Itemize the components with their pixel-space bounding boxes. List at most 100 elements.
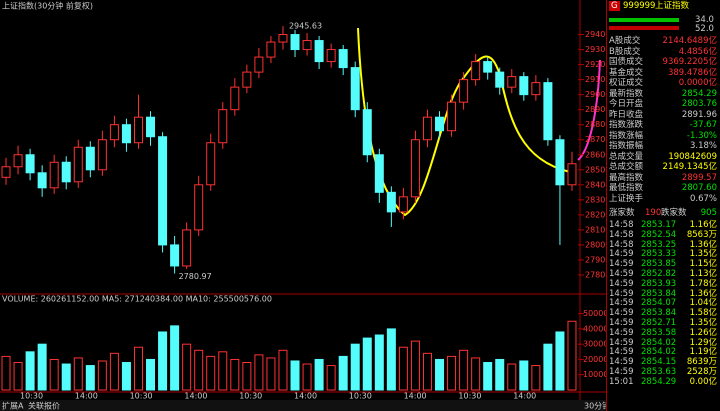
footer-bar — [0, 400, 606, 411]
trade-volume: 0.00亿 — [689, 376, 717, 387]
volume-bar — [158, 331, 168, 391]
volume-bar — [374, 334, 384, 391]
candle-body — [121, 124, 131, 144]
trade-volume: 2528万 — [686, 367, 717, 377]
low-label: 2780.97 — [179, 272, 212, 281]
volume-bar — [194, 349, 204, 391]
ratio: 34.0 — [695, 15, 714, 25]
candle-body — [278, 34, 288, 43]
stat-label: 总成交额 — [609, 162, 644, 172]
volume-bar — [435, 358, 445, 391]
trade-time: 14:59 — [609, 278, 634, 289]
trade-volume: 1.13亿 — [689, 269, 717, 279]
volume-bar — [422, 352, 432, 391]
x-tick-label: 10:30 — [349, 392, 372, 401]
candle-body — [194, 184, 204, 231]
breadth-value: 905 — [700, 208, 717, 218]
volume-bar — [338, 355, 348, 391]
volume-bar — [266, 357, 276, 391]
volume-bar — [447, 355, 457, 391]
y-tick-label: 2800 — [585, 240, 605, 249]
trade-volume: 1.26亿 — [689, 327, 717, 338]
candle-body — [495, 71, 505, 88]
volume-bar — [85, 365, 95, 391]
footer-tab[interactable]: 关联报价 — [28, 401, 60, 411]
trade-volume: 8639万 — [686, 357, 717, 368]
volume-bar — [495, 358, 505, 391]
candle-body — [170, 244, 180, 267]
candle-body — [374, 154, 384, 193]
candle-body — [507, 76, 517, 88]
trade-price: 2854.02 — [641, 337, 677, 348]
volume-bar — [109, 352, 119, 391]
breadth-value: 190 — [645, 208, 662, 218]
volume-bar — [507, 363, 517, 391]
trade-time: 15:01 — [609, 376, 634, 387]
y-tick-label: 2890 — [585, 105, 605, 114]
y-tick-label: 2850 — [585, 165, 605, 174]
candle-body — [314, 40, 324, 63]
chart: 上证指数(30分钟 前复权) VOLUME: 260261152.00 MA5:… — [0, 0, 606, 411]
volume-bar — [242, 362, 252, 391]
trade-volume: 1.78亿 — [689, 278, 717, 289]
y-tick-label: 2860 — [585, 150, 605, 159]
candle-body — [218, 109, 228, 144]
volume-bar — [519, 360, 529, 391]
candle-body — [61, 161, 71, 183]
stat-value: 0.67% — [689, 193, 717, 204]
volume-bar — [97, 360, 107, 391]
trade-time: 14:59 — [609, 298, 634, 309]
candle-body — [73, 146, 83, 183]
footer-tab[interactable]: 扩展A — [2, 401, 24, 411]
stat-value: 190842609 — [668, 151, 717, 162]
candle-body — [266, 41, 276, 58]
ratio: 52.0 — [695, 24, 714, 34]
trade-volume: 1.04亿 — [689, 298, 717, 309]
y-tick-label: 2780 — [585, 270, 605, 279]
stat-value: 2891.96 — [681, 109, 717, 120]
candle-body — [254, 56, 264, 73]
candle-body — [37, 172, 47, 189]
stat-label: A股成交 — [609, 36, 641, 46]
trade-price: 2854.07 — [641, 298, 677, 309]
volume-bar — [170, 325, 180, 391]
trade-time: 14:59 — [609, 259, 634, 270]
breadth-label: 跌家数 — [661, 208, 687, 218]
y-tick-label: 2940 — [585, 30, 605, 39]
trade-time: 14:58 — [609, 229, 634, 240]
volume-bar — [362, 337, 372, 391]
stat-label: 昨日收盘 — [609, 109, 644, 120]
volume-bar — [555, 331, 565, 391]
x-tick-label: 14:00 — [294, 392, 317, 401]
trade-time: 14:59 — [609, 269, 634, 279]
volume-bar — [61, 363, 71, 391]
volume-bar — [182, 343, 192, 391]
trade-price: 2854.02 — [641, 347, 677, 358]
period-tab[interactable]: 30分钟 — [584, 401, 606, 411]
candle-body — [302, 40, 312, 51]
stat-label: B股成交 — [609, 46, 641, 57]
trade-price: 2853.93 — [641, 278, 677, 289]
candle-body — [435, 116, 445, 132]
stat-value: 2899.57 — [681, 172, 717, 183]
trade-volume: 1.58亿 — [689, 308, 717, 319]
x-tick-label: 10:30 — [239, 392, 262, 401]
y-tick-label: 2840 — [585, 180, 605, 189]
trade-price: 2853.84 — [641, 308, 677, 319]
trade-volume: 8563万 — [686, 229, 717, 240]
trade-volume: 1.36亿 — [689, 239, 717, 250]
volume-bar — [483, 362, 493, 391]
trade-time: 14:59 — [609, 288, 634, 299]
y-tick-label: 2820 — [585, 210, 605, 219]
x-tick-label: 10:30 — [20, 392, 43, 401]
trade-price: 2853.17 — [641, 220, 677, 230]
stat-label: 基金成交 — [609, 67, 644, 78]
y-tick-label: 30000 — [583, 340, 606, 349]
stat-value: 9369.2205亿 — [662, 57, 717, 67]
candle-body — [25, 154, 35, 174]
volume-bar — [567, 320, 577, 391]
chart-bg — [0, 0, 606, 411]
trade-price: 2852.71 — [641, 318, 677, 328]
candle-body — [410, 139, 420, 198]
stat-label: 指数振幅 — [609, 141, 644, 151]
